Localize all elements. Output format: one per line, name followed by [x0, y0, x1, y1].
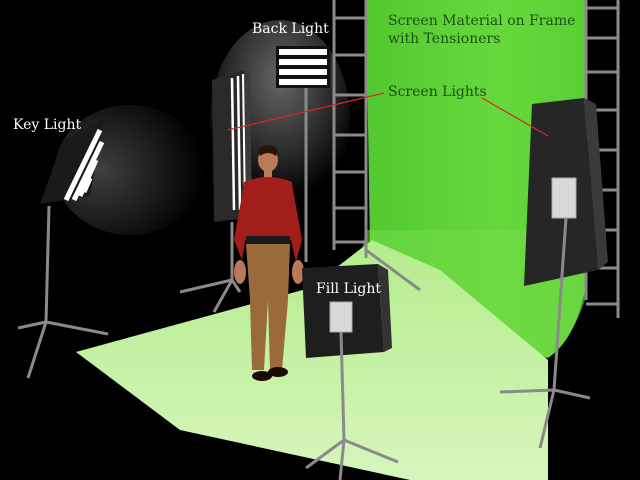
fill-light-label: Fill Light: [316, 281, 381, 297]
back-light: [276, 46, 330, 262]
screen-lights-label: Screen Lights: [388, 84, 487, 100]
screen-material-label: Screen Material on Frame with Tensioners: [388, 12, 575, 48]
fill-light: [302, 264, 399, 480]
key-light-label: Key Light: [13, 117, 82, 133]
screen-material-line1: Screen Material on Frame: [388, 13, 576, 29]
screen-material-line2: with Tensioners: [388, 31, 501, 47]
floor: [76, 240, 548, 480]
screen-frame-left: [332, 0, 421, 292]
back-light-label: Back Light: [252, 21, 329, 37]
screen-light-right: [499, 98, 608, 449]
callout-line-right: [481, 97, 549, 137]
key-light: [17, 105, 205, 379]
callout-line-left: [227, 92, 385, 131]
actor-figure: [234, 145, 304, 381]
